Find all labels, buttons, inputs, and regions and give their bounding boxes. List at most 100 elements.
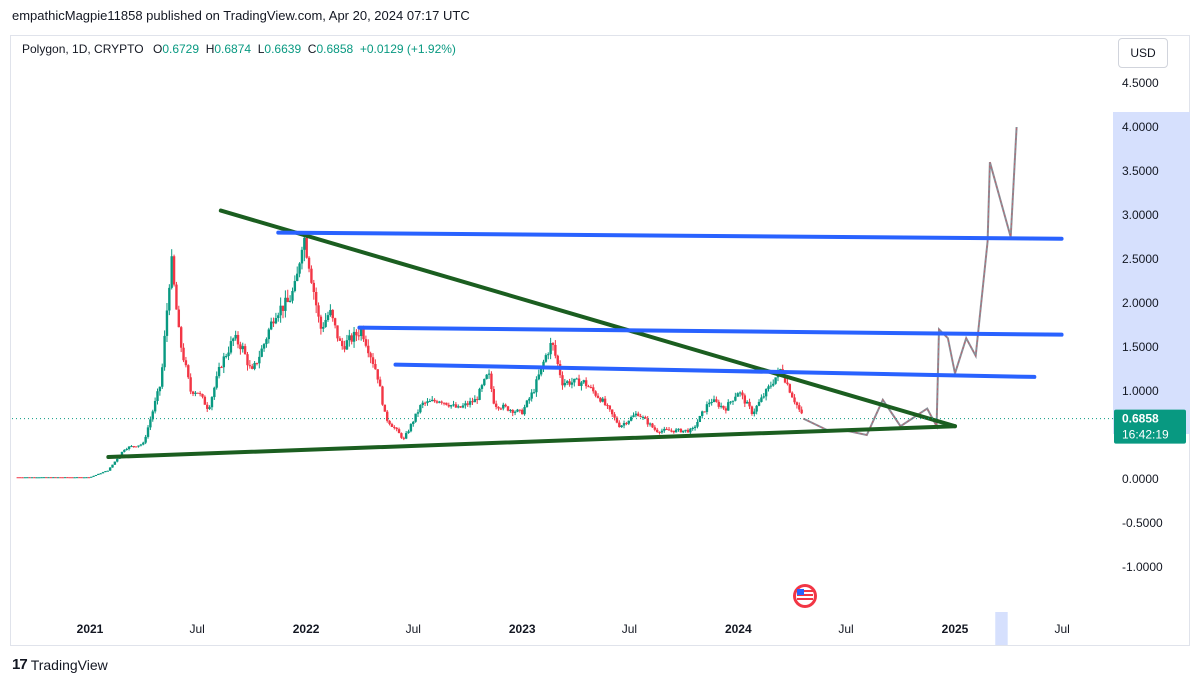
- candle-body: [442, 402, 446, 404]
- candle-body: [26, 477, 29, 479]
- candle-body: [506, 406, 510, 411]
- candle-body: [298, 263, 301, 274]
- candle-body: [127, 446, 131, 450]
- candle-body: [502, 404, 505, 409]
- candle-body: [712, 399, 716, 403]
- candle-body: [618, 422, 621, 428]
- symbol-label[interactable]: Polygon, 1D, CRYPTO: [22, 42, 144, 56]
- candle-body: [239, 344, 242, 350]
- candle-body: [544, 355, 548, 362]
- currency-selector[interactable]: USD: [1118, 38, 1168, 68]
- candle-body: [670, 430, 673, 432]
- low-value: 0.6639: [264, 42, 302, 56]
- candle-body: [523, 407, 526, 415]
- candle-body: [161, 367, 164, 387]
- candle-body: [381, 386, 384, 405]
- candle-body: [151, 411, 154, 420]
- candle-body: [414, 413, 417, 422]
- y-tick-label: -1.0000: [1122, 560, 1163, 574]
- candle-body: [49, 477, 53, 479]
- candle-body: [736, 393, 739, 397]
- candle-body: [144, 436, 147, 443]
- y-tick-label: 3.0000: [1122, 208, 1159, 222]
- triangle-trendline: [106, 424, 957, 459]
- candle-body: [262, 344, 266, 349]
- candle-body: [745, 401, 749, 404]
- y-tick-label: 2.0000: [1122, 296, 1159, 310]
- candle-body: [61, 477, 64, 479]
- candle-body: [734, 396, 737, 401]
- publish-line: empathicMagpie11858 published on Trading…: [12, 8, 470, 23]
- candle-body: [490, 373, 493, 390]
- candle-body: [686, 429, 690, 433]
- candle-body: [47, 477, 50, 479]
- candle-body: [689, 428, 692, 433]
- candle-body: [108, 467, 112, 471]
- candle-body: [146, 427, 150, 437]
- candle-body: [324, 320, 327, 327]
- candle-body: [788, 384, 792, 393]
- candle-body: [608, 405, 612, 410]
- candle-body: [719, 405, 723, 407]
- candle-body: [248, 365, 252, 367]
- candle-body: [525, 400, 529, 408]
- candle-body: [769, 385, 773, 387]
- candle-body: [388, 420, 391, 425]
- candle-body: [168, 287, 171, 311]
- y-tick-label: 4.0000: [1122, 120, 1159, 134]
- candle-body: [603, 398, 607, 406]
- candle-body: [279, 305, 282, 316]
- candle-body: [258, 356, 261, 364]
- candle-body: [220, 367, 223, 369]
- candle-body: [187, 365, 190, 378]
- candle-body: [319, 316, 323, 329]
- candle-body: [184, 360, 188, 366]
- x-tick-label: Jul: [622, 622, 637, 636]
- us-flag-icon[interactable]: [793, 584, 817, 608]
- candle-body: [30, 477, 34, 479]
- candle-body: [516, 409, 519, 412]
- candle-body: [466, 403, 469, 405]
- tradingview-brand[interactable]: 17 TradingView: [12, 656, 108, 673]
- candle-body: [431, 399, 434, 402]
- candle-body: [800, 409, 803, 414]
- countdown-value: 16:42:19: [1122, 428, 1169, 442]
- candle-body: [549, 343, 552, 355]
- candle-body: [705, 404, 709, 412]
- candle-body: [452, 404, 455, 406]
- candle-body: [265, 339, 268, 345]
- candle-body: [142, 442, 145, 445]
- candle-body: [116, 458, 119, 462]
- candle-body: [172, 256, 176, 285]
- candle-body: [291, 291, 294, 301]
- candle-body: [179, 327, 183, 348]
- candle-body: [447, 404, 450, 407]
- candle-body: [584, 380, 588, 387]
- brand-label: TradingView: [30, 656, 108, 673]
- candle-body: [383, 404, 387, 412]
- candle-body: [521, 409, 524, 415]
- candle-body: [682, 430, 685, 433]
- candle-body: [677, 428, 680, 430]
- candle-body: [786, 382, 789, 385]
- candle-body: [288, 300, 292, 303]
- candle-body: [111, 464, 114, 468]
- candle-body: [708, 402, 711, 405]
- candle-body: [674, 429, 678, 433]
- candle-body: [599, 397, 602, 402]
- candle-body: [395, 427, 398, 430]
- candle-body: [137, 445, 140, 447]
- candle-body: [73, 477, 76, 479]
- candle-body: [78, 477, 81, 479]
- candle-body: [660, 430, 664, 433]
- candle-body: [277, 315, 280, 319]
- triangle-trendline: [218, 208, 957, 429]
- candle-body: [222, 356, 226, 368]
- candle-body: [206, 404, 209, 409]
- candle-body: [563, 382, 567, 386]
- candle-body: [89, 476, 93, 478]
- candle-body: [94, 474, 98, 476]
- candle-body: [755, 405, 758, 412]
- candle-body: [551, 343, 555, 345]
